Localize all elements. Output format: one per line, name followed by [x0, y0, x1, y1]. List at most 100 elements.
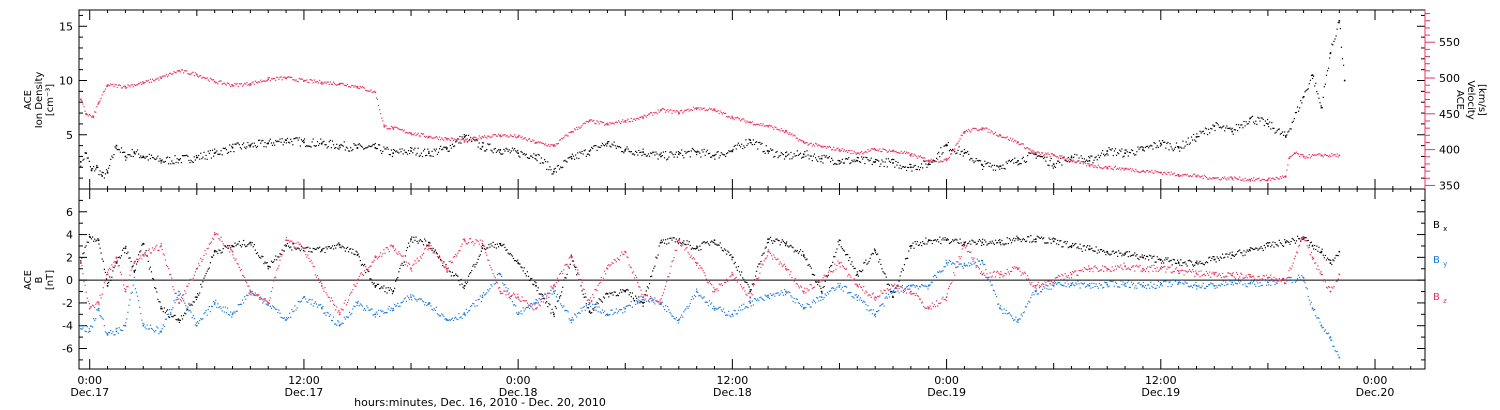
bx-point [368, 270, 370, 273]
velocity-point [1225, 178, 1227, 180]
bx-point [708, 244, 711, 246]
density-point [1115, 154, 1118, 156]
by-point [125, 322, 127, 324]
bx-point [1258, 248, 1260, 250]
bx-point [923, 242, 925, 245]
density-point [371, 145, 373, 147]
density-point [612, 144, 614, 146]
bx-point [375, 284, 378, 287]
bx-point [863, 262, 865, 264]
velocity-point [191, 72, 193, 74]
density-point [362, 148, 365, 150]
bx-point [605, 293, 607, 295]
bx-point [577, 272, 579, 274]
by-point [280, 316, 282, 318]
bx-point [715, 243, 717, 245]
bx-point [570, 254, 572, 256]
bx-point [1211, 257, 1213, 260]
velocity-point [102, 91, 104, 93]
velocity-point [1258, 177, 1260, 179]
bx-point [360, 264, 363, 266]
bx-point [255, 252, 258, 255]
by-point [504, 283, 506, 286]
bx-point [356, 254, 359, 256]
velocity-point [750, 122, 752, 124]
by-point [661, 301, 663, 303]
density-point [222, 147, 224, 149]
by-point [215, 299, 217, 301]
by-point [361, 305, 364, 307]
velocity-point [492, 134, 494, 136]
density-point [203, 151, 205, 153]
density-point [1238, 124, 1240, 126]
velocity-point [99, 100, 101, 102]
density-point [656, 153, 658, 155]
density-point [570, 157, 573, 160]
bx-point [887, 283, 889, 285]
density-point [338, 144, 341, 147]
bx-point [639, 302, 641, 304]
bx-point [1073, 245, 1075, 247]
velocity-point [767, 126, 770, 128]
density-point [814, 157, 817, 159]
by-point [142, 322, 144, 324]
velocity-point [1100, 167, 1103, 169]
by-point [496, 274, 499, 276]
bx-point [1052, 240, 1055, 243]
bx-point [1240, 252, 1242, 254]
density-point [428, 150, 430, 153]
bx-point [108, 281, 110, 284]
velocity-point [1336, 153, 1338, 155]
by-point [716, 308, 718, 311]
density-point [894, 166, 896, 168]
density-point [954, 151, 956, 153]
velocity-point [322, 83, 324, 85]
velocity-point [436, 137, 439, 139]
velocity-point [1075, 162, 1077, 164]
density-point [392, 148, 395, 151]
density-point [209, 149, 211, 152]
velocity-point [810, 142, 812, 144]
bx-point [658, 245, 660, 247]
bx-point [734, 261, 736, 263]
bx-point [555, 307, 557, 309]
bx-point [690, 248, 692, 250]
velocity-point [157, 77, 159, 79]
by-point [629, 304, 631, 307]
velocity-point [853, 150, 855, 152]
by-point [254, 292, 256, 294]
velocity-point [552, 144, 554, 146]
bx-point [971, 239, 973, 241]
velocity-point [129, 86, 131, 88]
bx-point [231, 245, 234, 247]
velocity-point [627, 118, 629, 120]
bx-point [207, 268, 209, 270]
bx-point [1307, 239, 1309, 242]
velocity-point [463, 141, 465, 143]
bx-point [757, 266, 759, 268]
bx-point [283, 250, 285, 252]
density-point [1021, 157, 1023, 160]
by-point [792, 300, 794, 302]
density-point [816, 159, 818, 161]
bx-point [954, 239, 956, 241]
bx-point [590, 312, 592, 314]
by-point [391, 310, 394, 312]
velocity-point [208, 80, 210, 82]
bx-point [1050, 242, 1052, 244]
velocity-point [535, 141, 537, 144]
density-point [1124, 152, 1126, 154]
density-point [1020, 163, 1022, 165]
velocity-point [811, 145, 813, 147]
bx-point [911, 245, 913, 247]
bx-point [801, 254, 803, 256]
density-point [834, 162, 836, 165]
bx-point [112, 270, 114, 272]
bx-point [961, 244, 963, 247]
bx-point [464, 281, 466, 283]
density-point [463, 136, 466, 138]
by-point [240, 303, 243, 305]
velocity-point [1271, 177, 1273, 180]
by-point [1177, 281, 1180, 284]
